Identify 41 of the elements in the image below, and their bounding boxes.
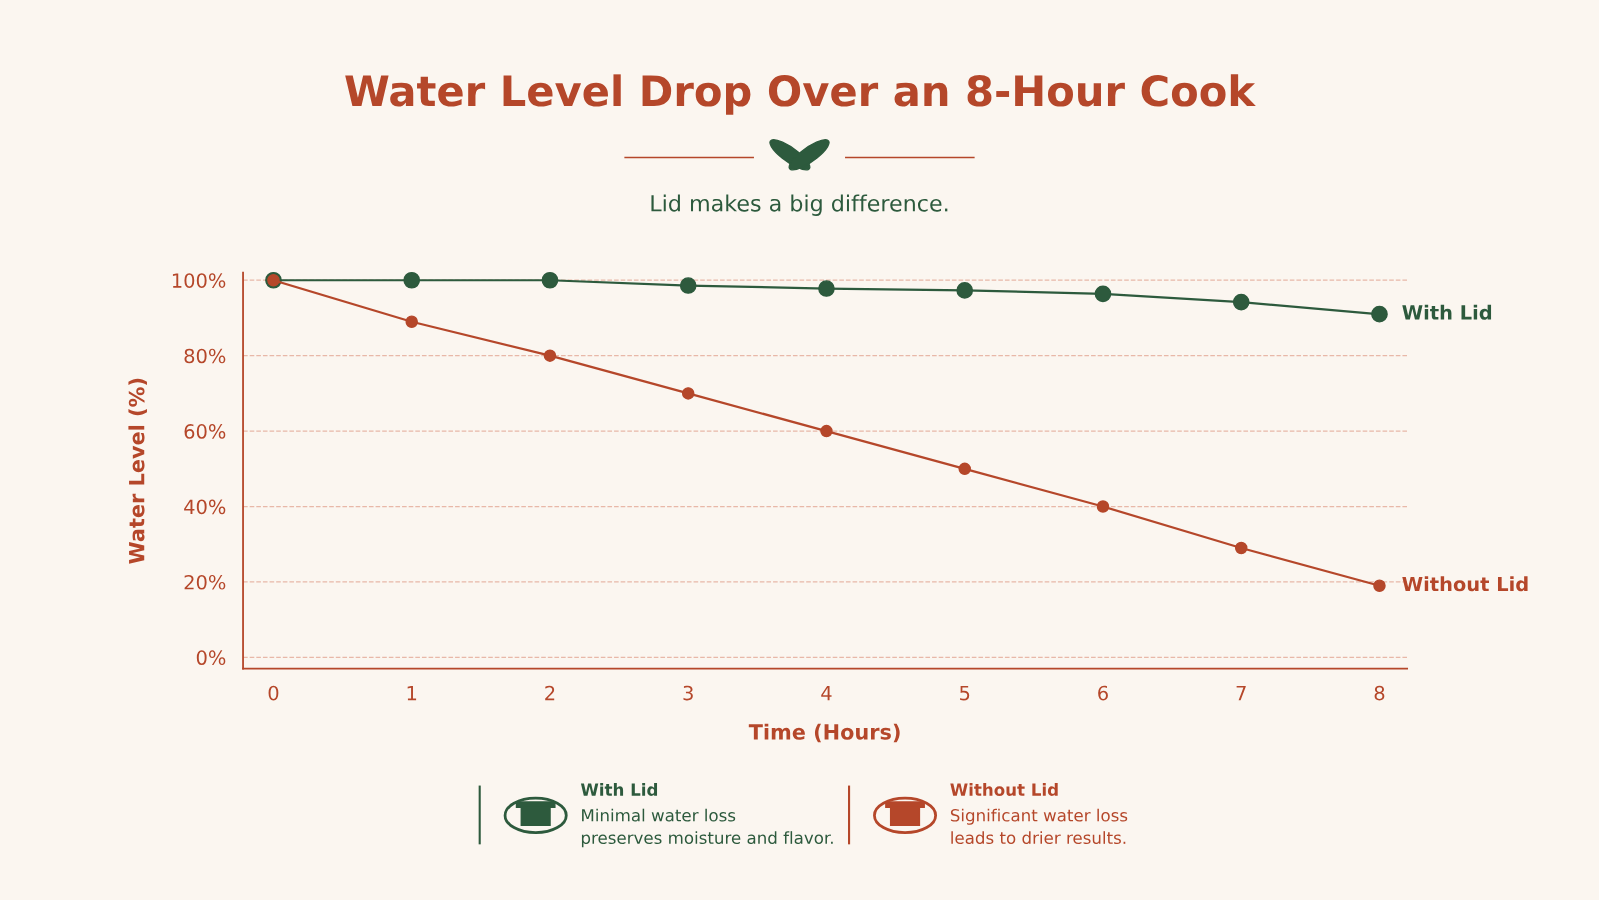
x-tick-label: 7	[1236, 685, 1246, 701]
x-tick-label: 2	[545, 685, 555, 701]
point	[1234, 541, 1248, 555]
point	[956, 282, 974, 299]
point	[681, 387, 695, 400]
point	[541, 271, 559, 289]
point	[679, 277, 697, 294]
point	[543, 349, 557, 362]
x-tick-label: 3	[683, 685, 693, 701]
y-axis-title: Water Level (%)	[128, 378, 147, 564]
series-label: With Lid	[1402, 304, 1492, 320]
point	[1371, 305, 1388, 323]
y-tick-label: 20%	[184, 574, 226, 590]
point	[405, 315, 418, 328]
text: Minimal water loss preserves moisture and flavor.	[581, 808, 833, 848]
y-tick-label: 40%	[184, 499, 226, 515]
x-tick-label: 1	[407, 685, 417, 701]
chart-subtitle: Lid makes a big difference.	[651, 194, 948, 216]
x-tick-label: 5	[960, 685, 970, 701]
text: Significant water loss leads to drier results.	[950, 808, 1128, 845]
point	[1232, 293, 1250, 311]
y-tick-label: 0%	[196, 650, 226, 666]
point	[820, 424, 833, 438]
y-tick-label: 60%	[184, 424, 226, 439]
x-tick-label: 4	[821, 685, 832, 701]
point	[1094, 285, 1112, 303]
x-tick-label: 6	[1098, 685, 1108, 701]
point	[1096, 500, 1110, 513]
x-axis-title: Time (Hours)	[748, 723, 900, 743]
x-tick-label: 0	[268, 685, 279, 701]
text: Without Lid	[950, 783, 1058, 796]
text: With Lid	[580, 783, 658, 796]
point	[958, 462, 971, 476]
x-tick-label: 8	[1374, 685, 1385, 701]
y-tick-label: 80%	[184, 348, 226, 364]
series-label: Without Lid	[1402, 576, 1528, 592]
point	[1373, 579, 1386, 592]
point	[403, 271, 421, 289]
y-tick-label: 100%	[172, 273, 226, 288]
point	[818, 280, 835, 297]
chart-title: Water Level Drop Over an 8-Hour Cook	[345, 74, 1256, 115]
